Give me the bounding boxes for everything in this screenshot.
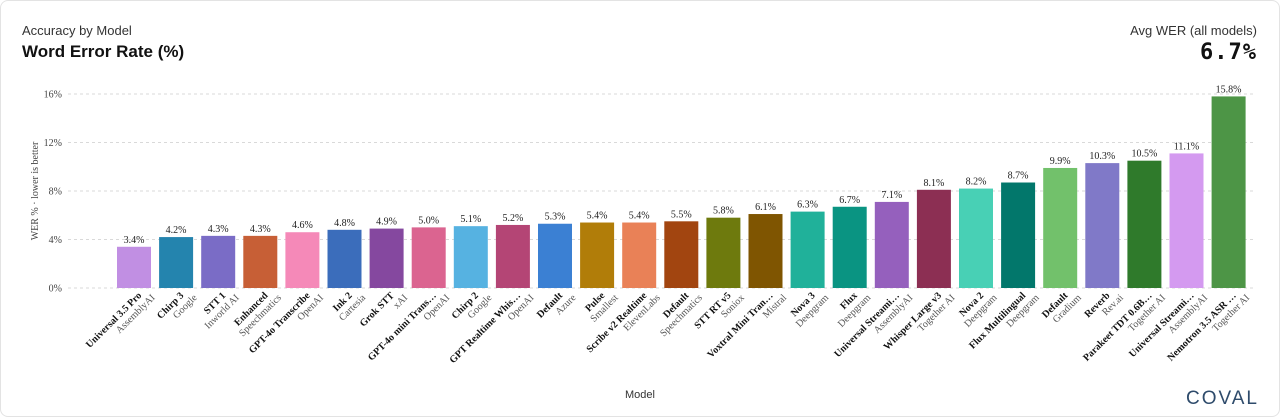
bar[interactable]	[369, 228, 404, 288]
bar-value-label: 5.2%	[502, 213, 523, 224]
bar[interactable]	[117, 246, 151, 288]
bar-value-label: 5.5%	[671, 209, 692, 220]
bar-value-label: 11.1%	[1174, 141, 1199, 152]
bar-value-label: 6.3%	[797, 200, 818, 211]
y-axis-title: WER % · lower is better	[30, 141, 41, 240]
bar-value-label: 15.8%	[1216, 84, 1242, 95]
bar[interactable]	[874, 201, 909, 288]
bar-value-label: 7.1%	[881, 190, 902, 201]
bar-value-label: 5.8%	[713, 206, 734, 217]
bar[interactable]	[538, 223, 572, 288]
y-tick-label: 0%	[49, 284, 62, 295]
bar-value-label: 10.5%	[1131, 149, 1157, 160]
x-tick-label: GPT-4o mini Trans…OpenAI	[366, 290, 452, 363]
bar[interactable]	[1127, 160, 1162, 288]
y-tick-label: 16%	[44, 90, 62, 101]
bar[interactable]	[748, 214, 783, 288]
bar-value-label: 8.1%	[923, 178, 944, 189]
y-tick-label: 8%	[49, 187, 62, 198]
bar[interactable]	[285, 232, 320, 288]
bar-value-label: 4.8%	[334, 218, 355, 229]
bar[interactable]	[1169, 153, 1204, 288]
bar[interactable]	[453, 226, 488, 288]
bar-value-label: 8.2%	[966, 177, 987, 188]
bar-value-label: 5.0%	[418, 215, 439, 226]
bar[interactable]	[1001, 182, 1036, 288]
bar[interactable]	[622, 222, 657, 288]
bar-value-label: 4.3%	[208, 224, 229, 235]
bar[interactable]	[664, 221, 699, 288]
bar[interactable]	[201, 235, 236, 288]
bar[interactable]	[411, 227, 446, 288]
bar[interactable]	[959, 188, 993, 288]
brand-logo: COVAL	[1185, 388, 1259, 409]
bar-value-label: 4.9%	[376, 217, 397, 228]
bar[interactable]	[243, 235, 278, 288]
bar-value-label: 5.4%	[587, 211, 608, 222]
bar-value-label: 4.3%	[250, 224, 271, 235]
bar[interactable]	[327, 229, 362, 288]
y-axis-ticks: 0% 4% 8% 12% 16%	[44, 90, 62, 295]
avg-wer-value: 6.7%	[1200, 40, 1257, 65]
bar-value-label: 3.4%	[124, 235, 145, 246]
x-axis-title: Model	[625, 389, 655, 401]
bar[interactable]	[159, 237, 194, 288]
y-tick-label: 4%	[49, 235, 62, 246]
bar-value-label: 5.4%	[629, 211, 650, 222]
bar[interactable]	[1043, 167, 1078, 288]
bar-value-label: 6.7%	[839, 195, 860, 206]
chart-title: Word Error Rate (%)	[22, 42, 185, 61]
bar[interactable]	[1085, 163, 1120, 288]
bar-value-label: 5.1%	[460, 214, 481, 225]
bar[interactable]	[580, 222, 615, 288]
bar-value-label: 4.2%	[166, 225, 187, 236]
chart-subtitle: Accuracy by Model	[22, 23, 132, 38]
bar-value-label: 10.3%	[1089, 151, 1115, 162]
bar-value-label: 4.6%	[292, 220, 313, 231]
bar[interactable]	[832, 206, 867, 288]
bar[interactable]	[916, 189, 951, 288]
bar[interactable]	[790, 211, 825, 288]
bar[interactable]	[1211, 96, 1246, 288]
avg-wer-label: Avg WER (all models)	[1130, 23, 1257, 38]
bars: 3.4% 4.2% 4.3% 4.3% 4.6% 4.8% 4.9% 5.0% 5.1% 5.2%…	[117, 84, 1246, 288]
bar[interactable]	[495, 224, 530, 288]
bar-value-label: 9.9%	[1050, 156, 1071, 167]
bar-value-label: 5.3%	[545, 212, 566, 223]
provider-name: xAI	[391, 292, 410, 311]
y-tick-label: 12%	[44, 138, 62, 149]
bar[interactable]	[706, 217, 741, 288]
bar-value-label: 8.7%	[1008, 171, 1029, 182]
bar-value-label: 6.1%	[755, 202, 776, 213]
